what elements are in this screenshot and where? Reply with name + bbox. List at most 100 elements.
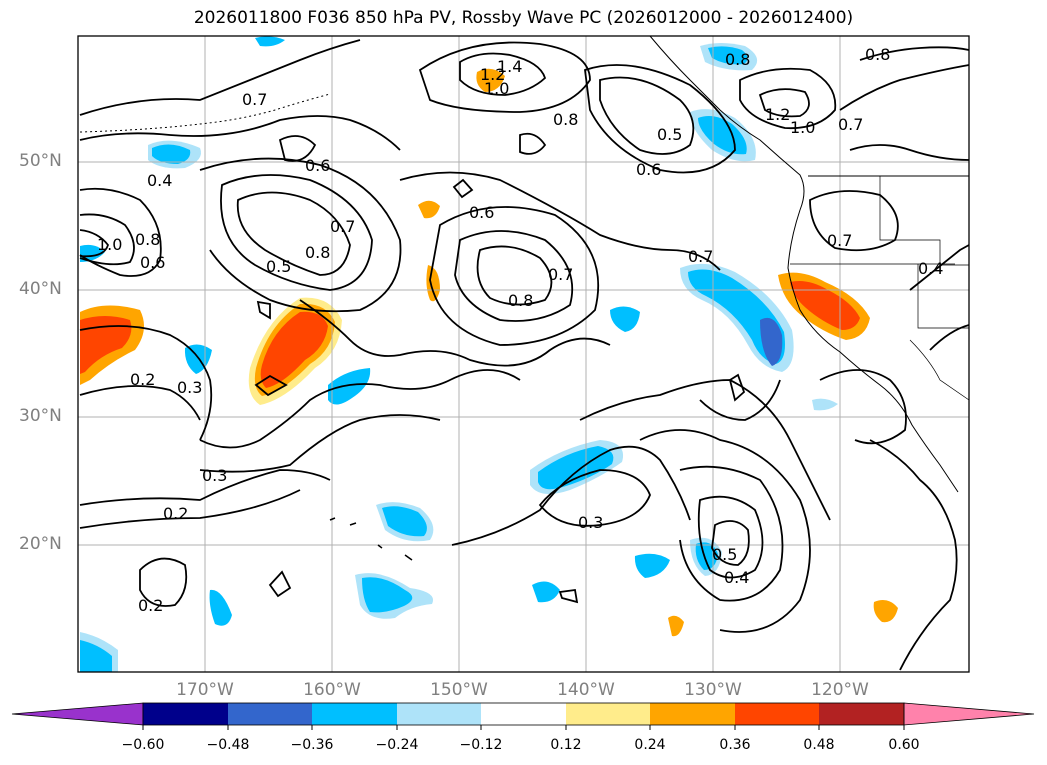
lat-label-50n: 50°N [19,151,62,171]
contour-line [849,144,970,161]
contour-line [79,229,109,258]
coastline-north-america [787,209,959,493]
contour-label: 1.4 [497,57,522,76]
contour-label: 0.7 [688,247,713,266]
contour-line [79,39,361,116]
colorbar-segment [312,703,397,725]
colorbar [11,702,1035,730]
contour-line [839,64,970,111]
contour-label: 0.8 [725,50,750,69]
contour-line [454,230,574,322]
contour-line [758,88,810,118]
contour-line [418,41,591,113]
contour-line [809,190,899,252]
contour-label: 0.6 [305,156,330,175]
gridlines [78,36,969,672]
contour-line [452,178,474,199]
negative-anomaly-mid-2-core [382,506,427,537]
lat-label-30n: 30°N [19,406,62,426]
contour-line [819,369,907,445]
negative-anomaly-south-4 [532,581,560,603]
negative-anomaly-east-deep [760,317,783,366]
colorbar-tick-label: 0.24 [634,737,666,753]
contour-label: 0.6 [469,203,494,222]
contour-label: 0.4 [147,171,172,190]
coastline-alaska [649,35,805,211]
border-state-3 [909,339,970,401]
contour-label: 0.4 [724,568,749,587]
contour-label: 0.8 [553,110,578,129]
contour-label: 0.6 [636,160,661,179]
contour-line [909,244,970,291]
border-state-1 [879,176,969,266]
colorbar-segment [735,703,819,725]
negative-anomaly-east-core [688,269,785,364]
contour-label: 1.2 [480,65,505,84]
colorbar-tick-label: 0.60 [888,737,920,753]
contour-line [451,445,691,546]
contour-label: 0.8 [508,291,533,310]
contour-line [254,374,288,397]
aleutians [79,93,331,133]
contour-line [459,52,547,96]
contour-line [519,132,547,155]
positive-anomaly-small-4 [873,600,898,623]
lon-label-130w: 130°W [684,680,742,700]
contour-label: 1.0 [97,235,122,254]
lat-label-40n: 40°N [19,279,62,299]
colorbar-segment [566,703,650,725]
negative-anomaly-mid-5 [610,306,640,332]
colorbar-tick-label: −0.48 [206,737,250,753]
negative-anomaly-coast-small [812,398,838,411]
contour-label: 0.5 [712,545,737,564]
negative-anomaly-north-2-core [708,46,748,65]
contour-line [199,369,521,449]
negative-anomaly-south-3 [634,553,670,578]
lat-label-20n: 20°N [19,534,62,554]
contour-label: 0.6 [140,253,165,272]
contour-line [79,213,135,266]
positive-anomaly-small-2 [418,200,440,219]
contour-line [220,174,373,291]
contour-line [711,520,750,566]
contour-line [697,495,764,579]
positive-anomaly-small-1 [476,68,505,92]
contour-label: 0.3 [202,466,227,485]
negative-anomaly-south-1-core [362,577,413,613]
colorbar-segment [903,702,1035,726]
positive-anomaly-central-core [260,311,328,388]
contour-line [429,206,600,346]
lon-label-170w: 170°W [176,680,234,700]
map-frame [77,35,970,673]
contour-line [79,385,201,421]
contour-label: 0.5 [266,257,291,276]
contour-line [299,299,611,367]
contour-label-layer: 1.4 1.2 1.0 0.8 0.8 1.2 1.0 0.8 0.7 0.7 … [97,45,943,615]
colorbar-tick-label: −0.12 [459,737,503,753]
positive-anomaly-small-5 [668,615,684,637]
contour-label: 1.2 [765,105,790,124]
contour-line [639,429,811,633]
contour-layer [79,39,970,671]
contour-label: 0.2 [138,596,163,615]
contour-label: 0.2 [130,370,155,389]
colorbar-tick-label: 0.36 [719,737,751,753]
colorbar-segment [650,703,735,725]
colorbar-frame [142,702,905,726]
negative-anomaly-west-1-core [152,144,191,164]
contour-line [399,171,721,271]
lon-label-120w: 120°W [811,680,869,700]
negative-anomaly-west-2 [80,244,105,262]
contour-label: 0.7 [330,217,355,236]
negative-anomaly-south-5 [209,589,232,626]
contour-line [929,324,970,351]
positive-anomaly-small-3 [426,265,440,302]
contour-label: 1.0 [790,118,815,137]
border-state-2 [790,263,969,329]
contour-label: 0.7 [827,231,852,250]
contour-line [476,245,553,306]
lon-label-150w: 150°W [430,680,488,700]
contour-label: 0.2 [163,504,188,523]
contour-line [599,76,695,155]
